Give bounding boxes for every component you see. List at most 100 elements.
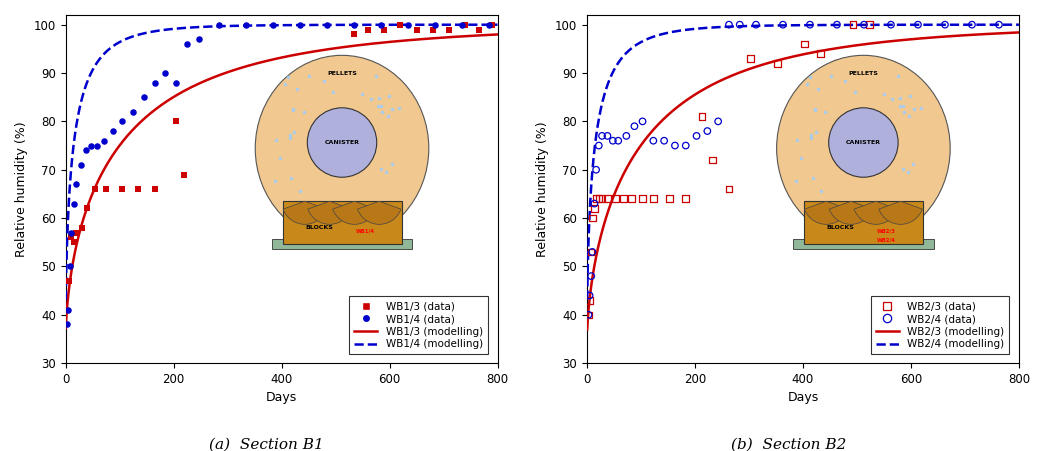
Point — [590, 195, 607, 202]
Point — [373, 21, 390, 28]
Text: (b)  Section B2: (b) Section B2 — [732, 438, 846, 451]
Point — [481, 21, 497, 28]
Point — [645, 195, 661, 202]
Point — [409, 26, 425, 33]
Point — [124, 108, 141, 115]
Point — [63, 229, 79, 236]
Point — [62, 263, 78, 270]
Point — [732, 21, 748, 28]
Point — [586, 200, 603, 207]
Point — [580, 311, 597, 318]
Point — [359, 26, 376, 33]
Point — [441, 26, 458, 33]
Point — [65, 239, 82, 246]
Point — [87, 185, 103, 193]
Point — [812, 50, 829, 57]
Point — [616, 195, 632, 202]
Point — [704, 156, 721, 164]
Point — [607, 195, 624, 202]
Point — [376, 26, 393, 33]
Point — [689, 132, 705, 139]
Point — [667, 142, 683, 149]
Point — [618, 132, 634, 139]
Point — [963, 21, 980, 28]
Point — [293, 21, 309, 28]
Point — [455, 21, 471, 28]
Point — [587, 166, 604, 173]
Point — [319, 21, 335, 28]
Point — [104, 128, 121, 135]
Point — [624, 195, 641, 202]
Point — [96, 137, 113, 144]
Point — [844, 21, 861, 28]
Y-axis label: Relative humidity (%): Relative humidity (%) — [15, 121, 28, 257]
Point — [677, 142, 694, 149]
Point — [645, 137, 661, 144]
Point — [68, 181, 85, 188]
Point — [400, 21, 417, 28]
Point — [191, 36, 208, 43]
Point — [470, 26, 487, 33]
Legend: WB1/3 (data), WB1/4 (data), WB1/3 (modelling), WB1/4 (modelling): WB1/3 (data), WB1/4 (data), WB1/3 (model… — [349, 296, 488, 354]
Point — [581, 297, 598, 304]
Point — [710, 118, 726, 125]
Point — [146, 185, 163, 193]
X-axis label: Days: Days — [787, 391, 818, 405]
Point — [661, 195, 678, 202]
Point — [457, 21, 473, 28]
Point — [587, 195, 604, 202]
Text: (a)  Section B1: (a) Section B1 — [209, 438, 324, 451]
Point — [136, 94, 153, 101]
Point — [61, 277, 77, 285]
Point — [584, 215, 601, 222]
Point — [721, 21, 738, 28]
Point — [392, 21, 409, 28]
Point — [583, 249, 600, 256]
Point — [59, 277, 75, 285]
Point — [594, 195, 610, 202]
Point — [77, 147, 94, 154]
Point — [774, 21, 791, 28]
Point — [583, 272, 600, 280]
Point — [346, 21, 363, 28]
Point — [604, 137, 621, 144]
Point — [590, 142, 607, 149]
Point — [694, 113, 711, 120]
Point — [584, 249, 601, 256]
Point — [829, 21, 845, 28]
Point — [168, 118, 185, 125]
Point — [238, 21, 255, 28]
Point — [610, 137, 627, 144]
Point — [802, 21, 818, 28]
Point — [626, 123, 643, 130]
Point — [747, 21, 764, 28]
Point — [114, 118, 131, 125]
Point — [883, 21, 900, 28]
Point — [78, 205, 95, 212]
Point — [484, 21, 501, 28]
Point — [796, 41, 813, 48]
Point — [63, 234, 79, 241]
Point — [580, 311, 597, 318]
Point — [586, 205, 603, 212]
Point — [68, 229, 85, 236]
Point — [97, 185, 114, 193]
Point — [157, 69, 173, 77]
Point — [991, 21, 1007, 28]
Point — [634, 118, 651, 125]
Point — [176, 171, 192, 178]
Point — [65, 200, 82, 207]
Point — [73, 224, 90, 231]
Point — [936, 21, 953, 28]
Point — [211, 21, 228, 28]
Y-axis label: Relative humidity (%): Relative humidity (%) — [536, 121, 550, 257]
Point — [424, 26, 441, 33]
Point — [346, 31, 363, 38]
Point — [59, 321, 75, 328]
Point — [72, 161, 89, 169]
Point — [656, 137, 673, 144]
Point — [130, 185, 146, 193]
Point — [699, 128, 716, 135]
Point — [594, 132, 610, 139]
X-axis label: Days: Days — [265, 391, 297, 405]
